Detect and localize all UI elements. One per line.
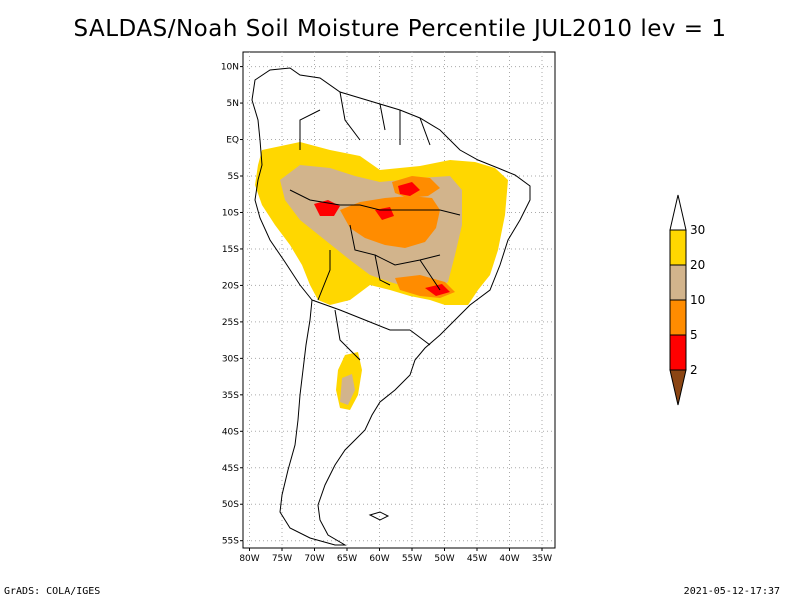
coastlines-and-borders (251, 67, 531, 546)
lat-tick-label: 10S (222, 208, 239, 218)
lat-tick-label: 25S (222, 318, 239, 328)
lat-tick-label: 5N (227, 99, 239, 109)
lat-tick-label: 40S (222, 427, 239, 437)
lon-tick-label: 60W (369, 554, 389, 564)
lon-tick-label: 80W (239, 554, 259, 564)
lat-tick-label: 5S (228, 172, 240, 182)
legend-swatch-bottom (669, 369, 687, 406)
legend-label: 10 (690, 293, 705, 307)
legend-swatch (669, 334, 687, 371)
lon-tick-label: 65W (337, 554, 357, 564)
lon-tick-label: 75W (272, 554, 292, 564)
country-borders (289, 91, 461, 361)
legend-label: 20 (690, 258, 705, 272)
legend-swatch-top (669, 194, 687, 231)
legend-swatch (669, 264, 687, 301)
lon-tick-label: 55W (402, 554, 422, 564)
falkland-islands (368, 511, 390, 521)
percentile-10-20-region (340, 374, 355, 405)
lat-tick-label: 55S (222, 537, 239, 547)
footer-credit: GrADS: COLA/IGES (4, 586, 101, 597)
soil-moisture-field (255, 142, 508, 410)
map-title: SALDAS/Noah Soil Moisture Percentile JUL… (73, 16, 727, 42)
lat-tick-label: 45S (222, 464, 239, 474)
lat-tick-label: EQ (226, 136, 239, 146)
lat-tick-label: 50S (222, 500, 239, 510)
lat-tick-label: 20S (222, 281, 239, 291)
gridlines (243, 52, 555, 548)
lon-tick-label: 35W (532, 554, 552, 564)
lon-tick-label: 50W (434, 554, 454, 564)
legend-swatch (669, 299, 687, 336)
lat-tick-label: 10N (221, 63, 239, 73)
south-america-coastline (251, 67, 531, 546)
footer-timestamp: 2021-05-12-17:37 (683, 586, 780, 597)
lat-axis-labels: 10N 5N EQ 5S 10S 15S 20S 25S 30S 35S 40S 45S 50S 55S (221, 63, 243, 547)
legend-label: 5 (690, 328, 698, 342)
percentile-2-5-region (425, 284, 450, 296)
percentile-2-5-region (398, 182, 420, 196)
lat-tick-label: 15S (222, 245, 239, 255)
legend-swatch (669, 229, 687, 266)
lon-tick-label: 45W (467, 554, 487, 564)
colorbar-legend: 30 20 10 5 2 (669, 194, 705, 406)
lat-tick-label: 30S (222, 354, 239, 364)
percentile-5-10-region (340, 196, 440, 248)
lon-tick-label: 70W (304, 554, 324, 564)
map-frame (242, 51, 556, 549)
lat-tick-label: 35S (222, 391, 239, 401)
legend-label: 2 (690, 363, 698, 377)
lon-axis-labels: 80W 75W 70W 65W 60W 55W 50W 45W 40W 35W (239, 548, 552, 564)
lon-tick-label: 40W (499, 554, 519, 564)
legend-label: 30 (690, 223, 705, 237)
